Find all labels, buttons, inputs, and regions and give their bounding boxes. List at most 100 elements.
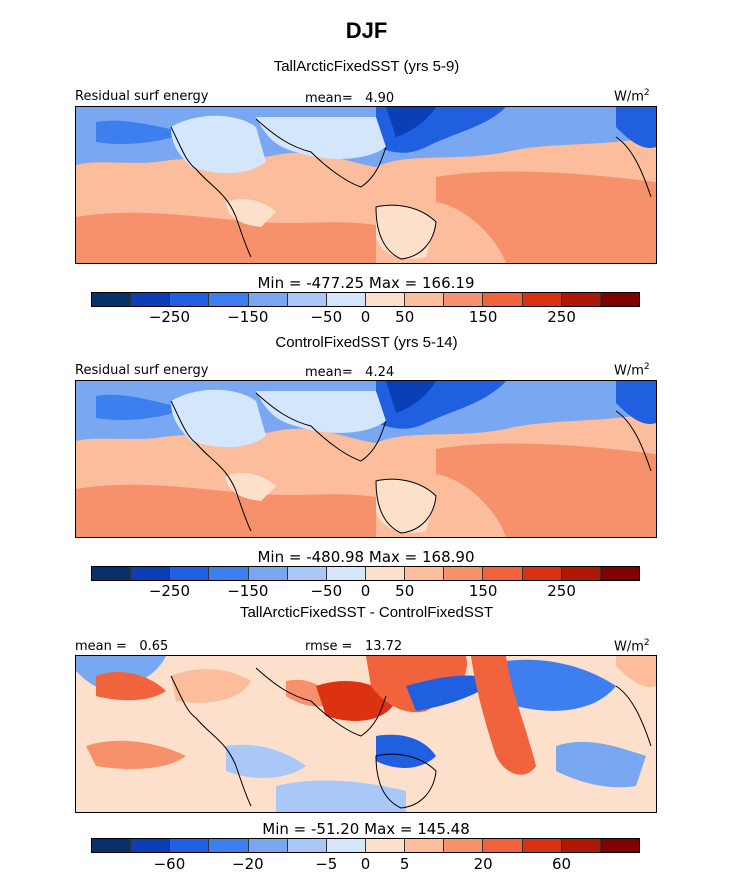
panel2-coast-africa [170, 400, 252, 532]
colorbar-tick-label: −250 [148, 308, 191, 326]
colorbar-swatch [405, 839, 445, 852]
panel3-mean-label: mean = [75, 639, 127, 654]
panel3-coast-asia [255, 667, 387, 737]
panel3-map [75, 655, 657, 813]
colorbar-swatch [561, 839, 601, 852]
panel2-title: ControlFixedSST (yrs 5-14) [275, 334, 458, 351]
panel2-map-svg [76, 381, 656, 537]
panel3-map-svg [76, 656, 656, 812]
panel3-pacific-negative-core [406, 675, 496, 711]
colorbar-swatch [600, 567, 639, 580]
colorbar-swatch [92, 567, 132, 580]
colorbar-swatch [326, 567, 366, 580]
colorbar-tick-label: −20 [232, 855, 264, 873]
panel1-kuroshio-core [386, 107, 436, 137]
panel2-australia [376, 479, 436, 533]
colorbar-tick-label: 60 [552, 855, 572, 873]
panel2-minmax: Min = -480.98 Max = 168.90 [257, 548, 475, 566]
panel2-max: 168.90 [422, 548, 475, 566]
colorbar-tick-label: −60 [153, 855, 186, 873]
panel3-mean: mean = 0.65 [75, 639, 168, 654]
panel3-sindian-negative [226, 744, 306, 778]
panel3-colorbar [91, 838, 640, 853]
panel2-africa-north [171, 389, 266, 448]
panel1-coast-asia [255, 118, 387, 188]
panel3-coast-australia [375, 753, 437, 809]
panel3-america-positive [616, 656, 656, 687]
panel2-america-negative [616, 381, 656, 424]
panel1-coast-africa [170, 126, 252, 258]
panel1-colorbar [91, 292, 640, 307]
colorbar-swatch [287, 293, 327, 306]
panel2-min: -480.98 [306, 548, 365, 566]
panel3-rmse: rmse = 13.72 [305, 639, 402, 654]
colorbar-swatch [326, 293, 366, 306]
panel1-min: -477.25 [306, 274, 365, 292]
colorbar-tick-label: 250 [547, 582, 576, 600]
panel2-safrica-light [226, 473, 276, 501]
colorbar-swatch [170, 567, 210, 580]
panel1-south-positive [76, 212, 376, 263]
colorbar-swatch [600, 839, 639, 852]
colorbar-swatch [600, 293, 639, 306]
panel2-mean: mean= 4.24 [305, 365, 394, 380]
panel2-coast-australia [375, 478, 437, 534]
panel3-np-negative [504, 659, 616, 711]
colorbar-tick-label: −150 [227, 308, 269, 326]
panel1-title: TallArcticFixedSST (yrs 5-9) [273, 58, 460, 75]
colorbar-swatch [248, 839, 288, 852]
panel3-sp-negative [556, 741, 646, 788]
colorbar-tick-label: 150 [468, 582, 498, 600]
figure-title: DJF [345, 18, 388, 43]
colorbar-tick-label: 50 [395, 582, 415, 600]
colorbar-swatch [170, 839, 210, 852]
colorbar-swatch [209, 293, 249, 306]
colorbar-swatch [522, 293, 562, 306]
colorbar-tick-label: −50 [310, 308, 343, 326]
panel2-mean-label: mean= [305, 365, 353, 380]
panel3-coast-africa [170, 675, 252, 807]
panel1-mean-value: 4.90 [365, 91, 395, 106]
panel3-africa-positive [171, 669, 251, 703]
panel1-mean: mean= 4.90 [305, 91, 394, 106]
colorbar-swatch [365, 567, 406, 580]
colorbar-swatch [326, 839, 366, 852]
panel2-unit: W/m2 [614, 362, 650, 379]
panel1-africa-north [171, 115, 266, 174]
colorbar-swatch [561, 567, 601, 580]
colorbar-tick-label: 250 [547, 308, 576, 326]
colorbar-swatch [483, 567, 523, 580]
panel2-map [75, 380, 657, 538]
colorbar-swatch [522, 567, 562, 580]
colorbar-tick-label: 5 [399, 855, 410, 873]
panel1-colorbar-ticks: −250 −150 −50 0 50 150 250 [91, 308, 640, 326]
panel2-coast-america [615, 410, 652, 472]
panel3-colorbar-ticks: −60 −20 −5 0 5 20 60 [91, 855, 640, 873]
panel3-rmse-value: 13.72 [364, 639, 403, 654]
colorbar-swatch [209, 567, 249, 580]
colorbar-swatch [405, 293, 445, 306]
panel2-colorbar [91, 566, 640, 581]
colorbar-swatch [522, 839, 562, 852]
colorbar-swatch [131, 839, 171, 852]
panel2-atlantic-negative [96, 394, 186, 420]
panel3-minmax: Min = -51.20 Max = 145.48 [262, 820, 470, 838]
colorbar-swatch [444, 839, 484, 852]
panel1-map-svg [76, 107, 656, 263]
panel3-max: 145.48 [417, 820, 470, 838]
panel2-colorbar-ticks: −250 −150 −50 0 50 150 250 [91, 582, 640, 600]
colorbar-swatch [405, 567, 445, 580]
colorbar-swatch [444, 293, 484, 306]
panel3-unit: W/m2 [614, 638, 650, 655]
panel3-sa-positive [86, 740, 186, 769]
colorbar-swatch [131, 293, 171, 306]
panel1-map [75, 106, 657, 264]
colorbar-tick-label: −5 [315, 855, 338, 873]
panel1-atlantic-negative [96, 120, 186, 144]
colorbar-swatch [365, 293, 406, 306]
panel1-minmax: Min = -477.25 Max = 166.19 [257, 274, 475, 292]
colorbar-swatch [131, 567, 171, 580]
panel1-unit: W/m2 [614, 88, 650, 105]
colorbar-tick-label: 0 [360, 855, 371, 873]
colorbar-swatch [483, 293, 523, 306]
